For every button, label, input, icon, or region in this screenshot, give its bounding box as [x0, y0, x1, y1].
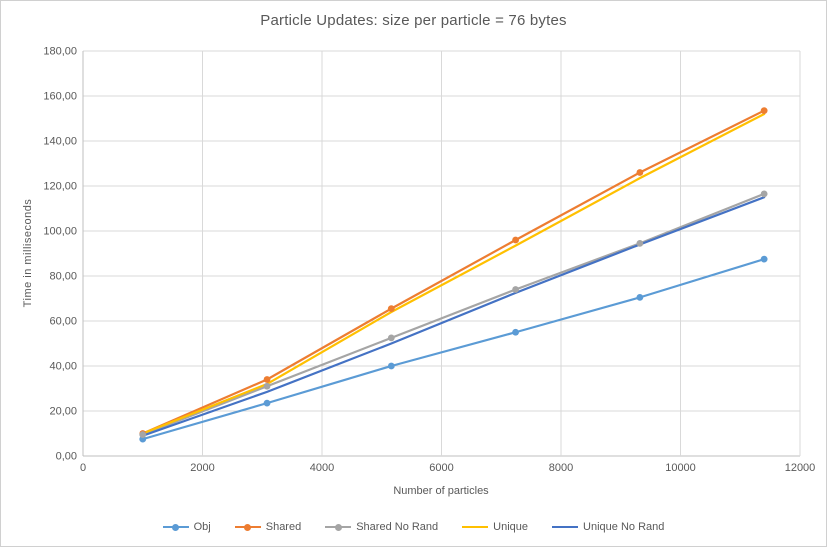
y-tick-label: 160,00	[43, 91, 77, 103]
data-point-shared-no-rand	[760, 190, 768, 198]
x-axis-title: Number of particles	[393, 485, 489, 497]
data-point-obj	[760, 255, 768, 263]
legend-swatch	[552, 523, 579, 531]
x-tick-label: 8000	[549, 462, 573, 474]
x-tick-label: 6000	[429, 462, 453, 474]
data-point-obj	[512, 328, 519, 336]
data-point-shared	[760, 107, 768, 115]
y-tick-label: 140,00	[43, 136, 77, 148]
series-line-unique-no-rand	[141, 196, 766, 437]
legend-label: Shared No Rand	[356, 521, 439, 533]
axis-tick-labels: 0,00 20,00 40,00 60,00 80,00 100,00 120,00 140,…	[43, 46, 815, 475]
y-tick-label: 100,00	[43, 226, 77, 238]
y-tick-label: 120,00	[43, 181, 77, 193]
data-point-obj	[636, 293, 644, 301]
legend-label: Obj	[193, 521, 211, 533]
x-tick-label: 2000	[190, 462, 214, 474]
legend-item-shared-no-rand: Shared No Rand	[325, 521, 438, 533]
legend-item-obj: Obj	[162, 521, 211, 533]
x-tick-label: 12000	[785, 462, 816, 474]
data-point-shared	[512, 236, 519, 244]
x-tick-label: 4000	[310, 462, 334, 474]
data-point-shared	[636, 169, 644, 176]
series-line-obj	[141, 258, 766, 441]
y-tick-label: 180,00	[43, 46, 77, 58]
legend-swatch	[162, 523, 189, 531]
y-tick-label: 40,00	[49, 361, 77, 373]
legend-swatch	[325, 523, 352, 531]
x-tick-label: 10000	[665, 462, 696, 474]
legend-item-unique-no-rand: Unique No Rand	[552, 521, 664, 533]
series-line-shared	[141, 109, 766, 435]
y-tick-label: 80,00	[49, 271, 77, 283]
y-axis-title: Time in milliseconds	[22, 199, 34, 308]
legend-label: Shared	[265, 521, 302, 533]
series-line-unique	[141, 112, 766, 435]
data-point-shared-no-rand	[263, 382, 271, 390]
legend-line-icon	[552, 526, 579, 528]
data-point-shared	[263, 376, 271, 383]
legend-item-shared: Shared	[234, 521, 302, 533]
data-point-shared-no-rand	[636, 239, 644, 247]
y-tick-label: 20,00	[49, 406, 77, 418]
series-lines	[141, 109, 766, 441]
series-markers	[139, 107, 768, 443]
series-line-shared-no-rand	[141, 192, 766, 436]
legend-marker-icon	[172, 523, 180, 531]
legend-swatch	[234, 523, 261, 531]
legend-line-icon	[462, 526, 489, 528]
chart-title: Particle Updates: size per particle = 76…	[260, 12, 567, 29]
legend-marker-icon	[334, 523, 342, 531]
legend-label: Unique No Rand	[583, 521, 665, 533]
x-tick-label: 0	[80, 462, 86, 474]
legend-item-unique: Unique	[462, 521, 528, 533]
data-point-obj	[387, 362, 395, 370]
data-point-shared-no-rand	[139, 431, 147, 439]
data-point-shared-no-rand	[512, 286, 519, 293]
gridlines	[82, 50, 801, 457]
legend-label: Unique	[493, 521, 529, 533]
y-tick-label: 60,00	[49, 316, 77, 328]
y-tick-label: 0,00	[56, 451, 77, 463]
data-point-shared	[387, 305, 395, 313]
legend-marker-icon	[244, 523, 252, 531]
data-point-shared-no-rand	[387, 334, 395, 342]
legend: Obj Shared Shared No Rand Unique Unique No R…	[1, 521, 826, 533]
data-point-obj	[263, 399, 271, 407]
legend-swatch	[462, 523, 489, 531]
